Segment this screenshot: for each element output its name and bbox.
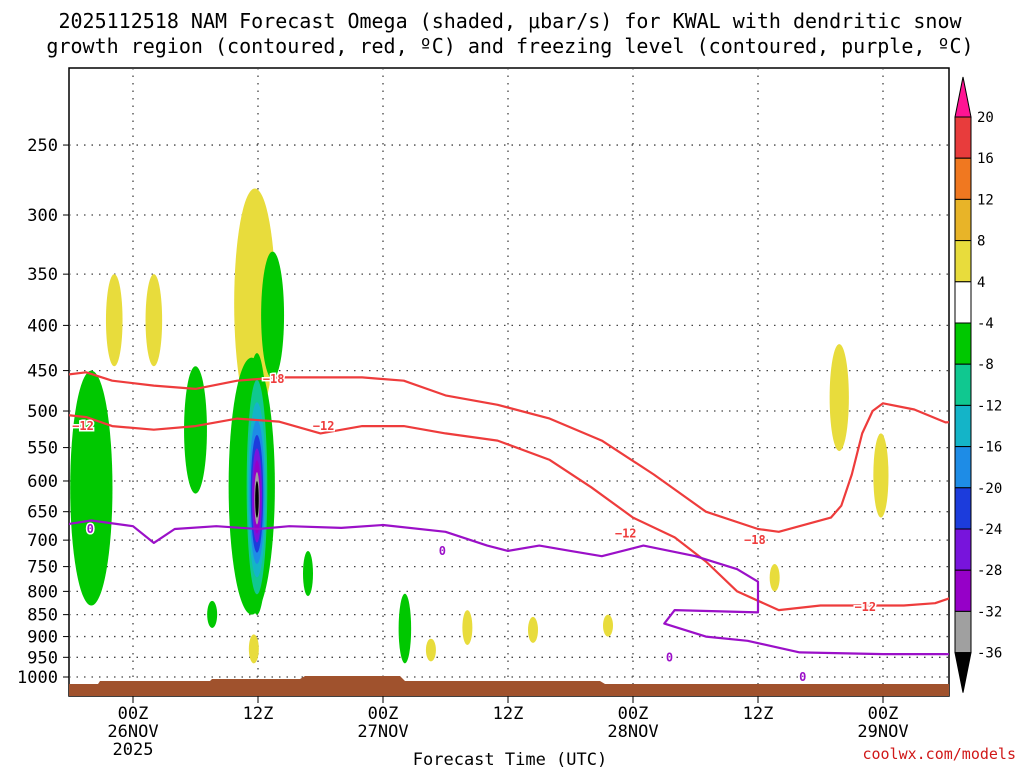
colorbar-swatch <box>954 446 972 489</box>
omega-region-yellow <box>105 274 123 367</box>
x-tick-label: 29NOV <box>857 722 908 742</box>
y-tick-label: 600 <box>27 472 58 492</box>
chart-title-line-2: growth region (contoured, red, ºC) and f… <box>46 34 973 58</box>
colorbar-level-label: 16 <box>977 151 994 167</box>
freezing-level-contour <box>69 519 949 656</box>
contour-label-0-c: 0 <box>666 650 673 664</box>
omega-region-green <box>184 366 207 494</box>
y-tick-label: 850 <box>27 606 58 626</box>
colorbar-swatch <box>954 198 972 242</box>
omega-region-green <box>398 593 412 664</box>
x-tick-label: 00Z <box>118 704 149 724</box>
colorbar-swatch <box>954 240 972 283</box>
colorbar-swatch <box>954 487 972 530</box>
x-tick-label: 00Z <box>868 704 899 724</box>
colorbar-swatch <box>954 322 972 365</box>
x-tick-label: 00Z <box>368 704 399 724</box>
colorbar-level-label: 12 <box>977 192 994 208</box>
y-tick-label: 750 <box>27 558 58 578</box>
omega-region-yellow <box>145 274 163 367</box>
colorbar-level-label: -20 <box>977 481 1002 497</box>
y-tick-label: 450 <box>27 362 58 382</box>
contour-label-minus12-d: −12 <box>854 600 876 614</box>
contour-label-0-a: 0 <box>87 522 94 536</box>
y-axis: 2503003504004505005506006507007508008509… <box>17 136 69 688</box>
omega-region-yellow <box>462 610 473 646</box>
omega-region-yellow <box>873 433 889 518</box>
omega-core-max-rising <box>255 481 259 518</box>
y-tick-label: 500 <box>27 402 58 422</box>
temp-minus18-contour <box>69 371 949 533</box>
y-tick-label: 400 <box>27 316 58 336</box>
x-tick-label: 12Z <box>743 704 774 724</box>
omega-shading-layer <box>70 188 889 664</box>
y-tick-label: 900 <box>27 628 58 648</box>
credit-text: coolwx.com/models <box>862 745 1016 763</box>
omega-region-yellow <box>603 614 613 637</box>
colorbar-level-label: -32 <box>977 604 1002 620</box>
contour-layer <box>69 371 949 656</box>
contour-label-minus18-b: −18 <box>744 533 766 547</box>
contour-label-minus12-a: −12 <box>72 419 94 433</box>
plot-area <box>68 67 950 697</box>
colorbar-level-label: -4 <box>977 316 994 332</box>
colorbar-swatch <box>954 569 972 612</box>
y-tick-label: 700 <box>27 531 58 551</box>
y-tick-label: 350 <box>27 265 58 285</box>
colorbar-level-label: 8 <box>977 234 985 250</box>
colorbar-swatch <box>954 528 972 571</box>
omega-region-yellow <box>769 564 780 592</box>
y-tick-label: 650 <box>27 503 58 523</box>
x-tick-label: 2025 <box>113 740 154 760</box>
colorbar-swatch <box>954 281 972 324</box>
colorbar-top-arrow <box>954 76 972 118</box>
x-tick-label: 12Z <box>493 704 524 724</box>
surface-terrain <box>69 676 949 696</box>
colorbar-swatch <box>954 363 972 406</box>
colorbar-level-label: -24 <box>977 522 1002 538</box>
contour-label-minus18-a: −18 <box>263 372 285 386</box>
colorbar-level-label: -8 <box>977 357 994 373</box>
y-tick-label: 250 <box>27 136 58 156</box>
omega-region-yellow <box>829 344 849 452</box>
y-tick-label: 950 <box>27 648 58 668</box>
x-axis-label: Forecast Time (UTC) <box>413 750 607 768</box>
omega-region-green <box>70 370 113 606</box>
omega-region-yellow <box>248 634 259 664</box>
colorbar-level-label: -12 <box>977 398 1002 414</box>
colorbar-swatch <box>954 610 972 654</box>
contour-label-0-d: 0 <box>799 670 806 684</box>
chart-title-line-1: 2025112518 NAM Forecast Omega (shaded, μ… <box>58 9 962 33</box>
x-tick-label: 26NOV <box>107 722 158 742</box>
x-tick-label: 00Z <box>618 704 649 724</box>
y-tick-label: 800 <box>27 582 58 602</box>
omega-region-yellow <box>425 638 436 662</box>
contour-label-layer: −18 −12 −12 −12 −18 −12 0 0 0 0 <box>71 371 878 686</box>
colorbar-level-label: -36 <box>977 646 1002 662</box>
x-tick-label: 12Z <box>243 704 274 724</box>
colorbar-level-label: -28 <box>977 563 1002 579</box>
omega-region-green <box>303 550 313 597</box>
colorbar-level-label: -16 <box>977 440 1002 456</box>
colorbar-swatch <box>954 116 972 159</box>
y-tick-label: 1000 <box>17 668 58 688</box>
omega-region-green <box>207 600 218 628</box>
colorbar-bottom-arrow <box>954 652 972 693</box>
x-tick-label: 27NOV <box>357 722 408 742</box>
x-tick-label: 28NOV <box>607 722 658 742</box>
y-tick-label: 300 <box>27 206 58 226</box>
omega-region-green <box>261 251 285 380</box>
y-tick-label: 550 <box>27 439 58 459</box>
contour-label-0-b: 0 <box>439 544 446 558</box>
colorbar-level-label: 20 <box>977 110 994 126</box>
contour-label-minus12-c: −12 <box>615 526 637 540</box>
colorbar: 20 16 12 8 4 -4 -8 -12 -16 -20 -24 -28 -32 -36 <box>954 76 1002 693</box>
colorbar-swatch <box>954 157 972 200</box>
colorbar-level-label: 4 <box>977 275 985 291</box>
colorbar-swatch <box>954 404 972 448</box>
contour-label-minus12-b: −12 <box>313 419 335 433</box>
omega-region-yellow <box>528 616 538 643</box>
